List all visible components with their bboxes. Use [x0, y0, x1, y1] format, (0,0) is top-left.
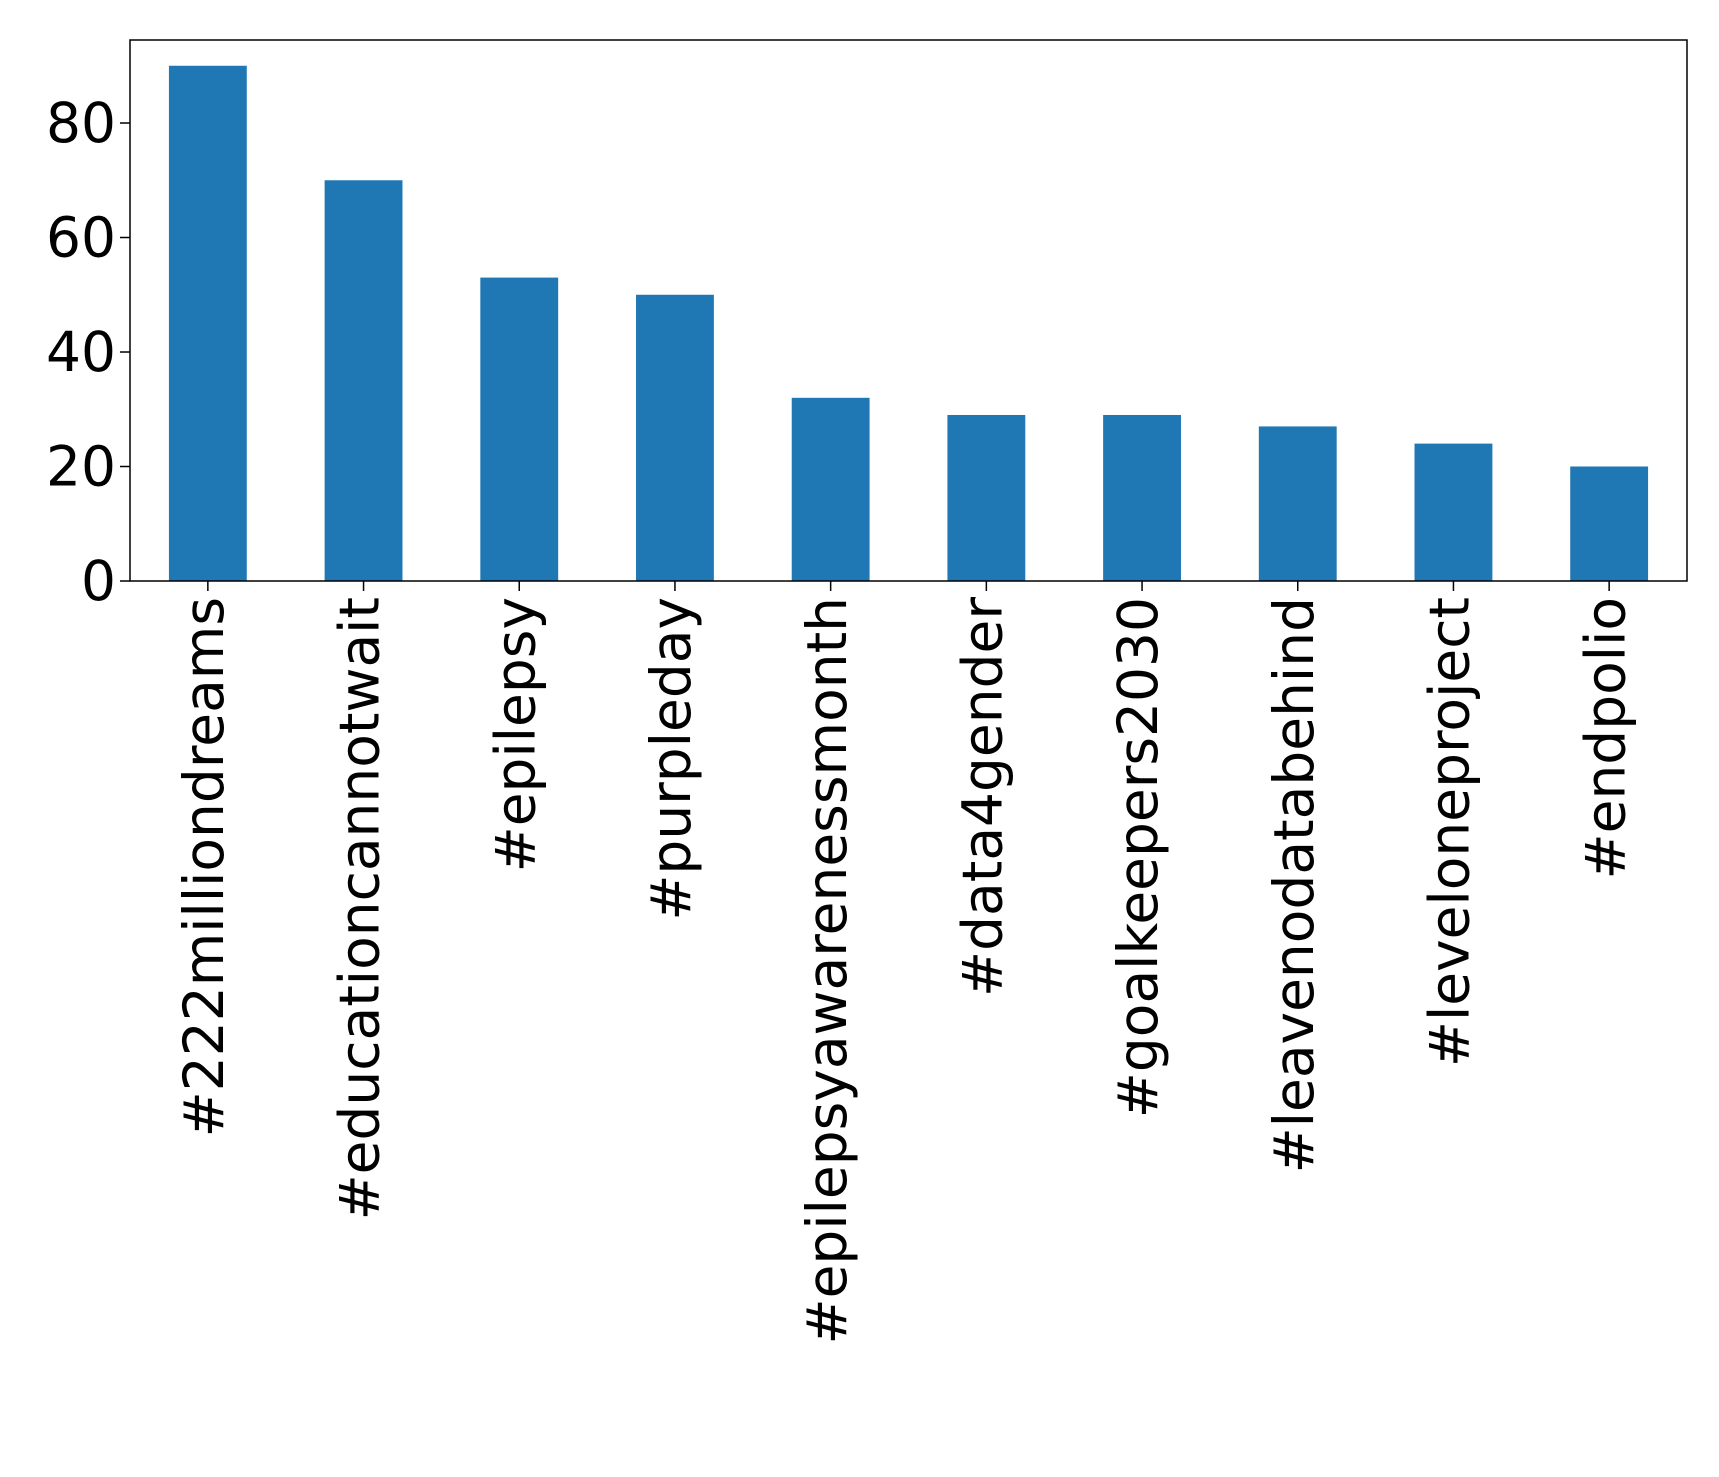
bar: [168, 65, 247, 581]
y-tick-label: 20: [46, 435, 116, 499]
x-tick-label: #222milliondreams: [172, 597, 236, 1137]
y-tick-label: 60: [46, 206, 116, 270]
x-tick-label: #epilepsyawarenessmonth: [795, 597, 859, 1345]
bar: [1258, 426, 1337, 581]
bar: [1570, 466, 1649, 581]
x-tick-label: #purpleday: [639, 597, 703, 921]
bar: [324, 180, 403, 581]
bar: [947, 414, 1026, 581]
x-tick-label: #endpolio: [1573, 597, 1637, 879]
x-tick-label: #leavenodatabehind: [1262, 597, 1326, 1173]
bar: [791, 397, 870, 581]
plot-frame: [129, 39, 1688, 582]
bar: [480, 277, 559, 581]
bar: [636, 294, 714, 581]
x-tick-label: #data4gender: [950, 597, 1014, 997]
y-tick-label: 80: [46, 91, 116, 155]
x-tick-label: #educationcannotwait: [328, 597, 392, 1220]
bar: [1103, 414, 1181, 581]
y-tick-label: 40: [46, 320, 116, 384]
bar: [1414, 443, 1493, 581]
x-tick-label: #epilepsy: [483, 597, 547, 872]
x-tick-label: #goalkeepers2030: [1106, 597, 1170, 1118]
x-tick-label: #leveloneproject: [1418, 597, 1482, 1067]
y-tick-label: 0: [81, 549, 116, 613]
